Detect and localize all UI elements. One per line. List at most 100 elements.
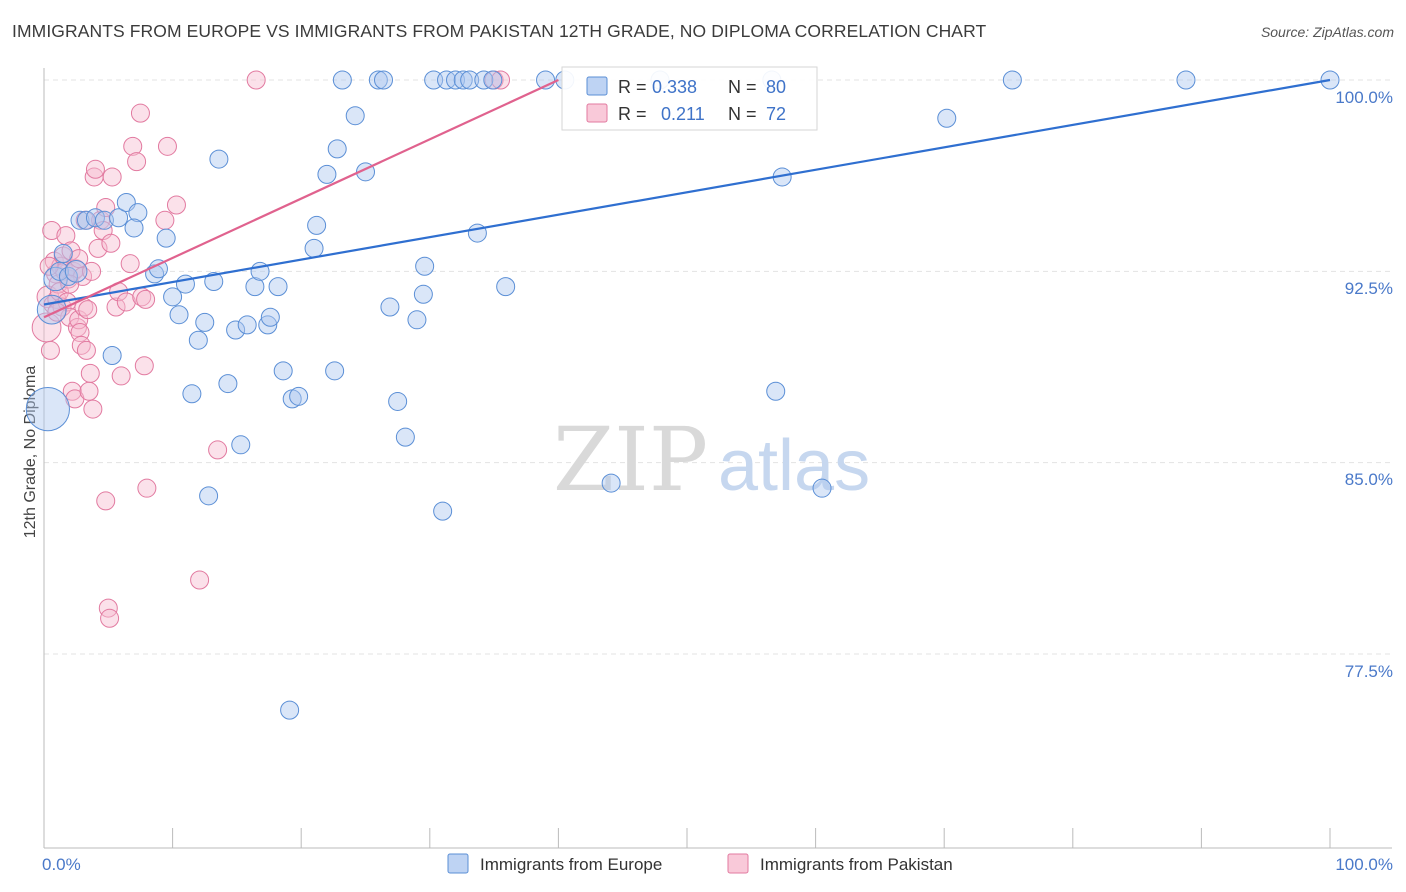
stat-r-label: R = <box>618 104 647 124</box>
y-tick-label: 92.5% <box>1345 279 1393 298</box>
bottom-legend: Immigrants from Europe Immigrants from P… <box>447 853 953 874</box>
stat-n-value-europe: 80 <box>766 77 786 97</box>
data-point-europe <box>209 149 229 169</box>
data-point-europe <box>273 361 293 381</box>
data-point-pakistan <box>60 274 80 294</box>
data-point-europe <box>268 277 288 297</box>
legend-swatch-pakistan <box>586 103 608 123</box>
data-point-pakistan <box>98 598 118 618</box>
data-point-europe <box>199 486 219 506</box>
y-tick-label: 85.0% <box>1345 470 1393 489</box>
data-point-europe <box>25 386 70 432</box>
data-point-pakistan <box>61 241 81 261</box>
data-point-europe <box>433 501 453 521</box>
data-point-europe <box>237 315 257 335</box>
data-point-pakistan <box>82 261 102 281</box>
data-point-europe <box>307 215 327 235</box>
data-point-pakistan <box>157 136 177 156</box>
data-point-europe <box>1176 70 1196 90</box>
chart-title: IMMIGRANTS FROM EUROPE VS IMMIGRANTS FRO… <box>12 21 987 41</box>
data-point-pakistan <box>79 381 99 401</box>
data-point-europe <box>446 70 466 90</box>
data-point-pakistan <box>106 297 126 317</box>
data-point-europe <box>258 315 278 335</box>
data-point-europe <box>156 228 176 248</box>
data-point-europe <box>124 218 144 238</box>
data-point-europe <box>413 284 433 304</box>
data-point-europe <box>260 307 280 327</box>
data-point-europe <box>812 478 832 498</box>
data-point-pakistan <box>88 238 108 258</box>
data-point-europe <box>1002 70 1022 90</box>
x-tick-label-min: 0.0% <box>42 855 81 874</box>
data-point-europe <box>102 346 122 366</box>
data-point-europe <box>317 164 337 184</box>
data-point-pakistan <box>78 300 98 320</box>
data-point-europe <box>70 210 90 230</box>
stats-legend: R = 0.338 N = 80 R = 0.211 N = 72 <box>561 66 818 131</box>
data-point-europe <box>937 108 957 128</box>
data-point-europe <box>483 70 503 90</box>
data-point-pakistan <box>39 256 59 276</box>
data-point-pakistan <box>71 335 91 355</box>
data-point-europe <box>304 238 324 258</box>
data-point-pakistan <box>111 366 131 386</box>
data-point-pakistan <box>136 289 156 309</box>
data-point-pakistan <box>76 340 96 360</box>
data-point-pakistan <box>83 399 103 419</box>
data-point-europe <box>280 700 300 720</box>
data-point-pakistan <box>102 167 122 187</box>
legend-swatch-europe <box>447 853 469 874</box>
x-ticks <box>43 828 1331 848</box>
legend-label-pakistan: Immigrants from Pakistan <box>760 855 953 874</box>
data-point-europe <box>53 243 73 263</box>
data-point-pakistan <box>80 363 100 383</box>
legend-swatch-pakistan <box>727 853 749 874</box>
trend-line-europe <box>43 78 1331 306</box>
data-point-europe <box>231 435 251 455</box>
data-point-europe <box>374 70 394 90</box>
stat-r-value-europe: 0.338 <box>652 77 697 97</box>
data-point-europe <box>345 106 365 126</box>
data-point-pakistan <box>130 103 150 123</box>
data-point-europe <box>368 70 388 90</box>
data-point-europe <box>380 297 400 317</box>
data-point-europe <box>453 70 473 90</box>
data-point-europe <box>94 210 114 230</box>
data-point-pakistan <box>208 440 228 460</box>
data-point-pakistan <box>67 317 87 337</box>
data-point-pakistan <box>62 381 82 401</box>
stat-n-label: N = <box>728 77 757 97</box>
data-point-pakistan <box>96 491 116 511</box>
data-point-europe <box>204 272 224 292</box>
data-point-pakistan <box>134 356 154 376</box>
gridlines <box>44 79 1392 655</box>
data-point-europe <box>407 310 427 330</box>
data-point-europe <box>64 260 88 283</box>
trend-line-pakistan <box>43 79 559 319</box>
data-point-pakistan <box>116 292 136 312</box>
data-point-europe <box>496 277 516 297</box>
data-point-europe <box>109 208 129 228</box>
data-point-europe <box>49 261 69 281</box>
data-point-europe <box>388 391 408 411</box>
watermark-zip: ZIP <box>553 408 708 511</box>
data-point-europe <box>226 320 246 340</box>
data-point-europe <box>601 473 621 493</box>
data-point-europe <box>58 266 78 286</box>
data-point-europe <box>766 381 786 401</box>
stat-r-value-pakistan: 0.211 <box>661 104 705 124</box>
series-pakistan <box>31 70 511 628</box>
stat-n-value-pakistan: 72 <box>766 104 786 124</box>
data-point-europe <box>332 70 352 90</box>
data-point-europe <box>415 256 435 276</box>
data-point-pakistan <box>40 340 60 360</box>
data-point-europe <box>460 70 480 90</box>
legend-label-europe: Immigrants from Europe <box>480 855 662 874</box>
data-point-pakistan <box>491 70 511 90</box>
data-point-europe <box>163 287 183 307</box>
data-point-pakistan <box>137 478 157 498</box>
data-point-europe <box>327 139 347 159</box>
data-point-pakistan <box>85 159 105 179</box>
